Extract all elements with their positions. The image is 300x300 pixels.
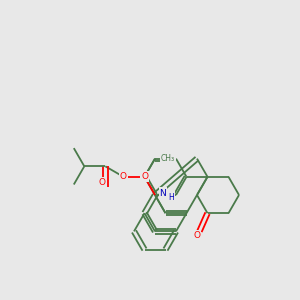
Text: O: O xyxy=(99,178,106,187)
Text: O: O xyxy=(120,172,127,181)
Text: N: N xyxy=(160,188,167,197)
Text: H: H xyxy=(168,193,174,202)
Text: O: O xyxy=(141,172,148,181)
Text: O: O xyxy=(193,231,200,240)
Text: CH₃: CH₃ xyxy=(161,154,175,163)
